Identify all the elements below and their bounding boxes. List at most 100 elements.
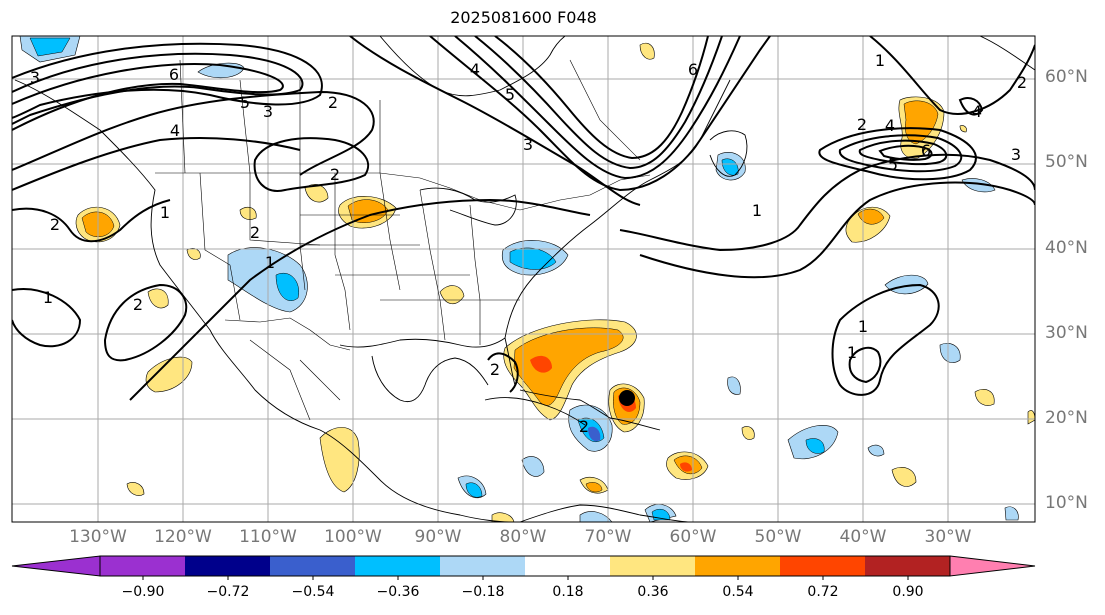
contour-label: 2: [857, 115, 867, 134]
contour-label: 1: [847, 343, 857, 362]
border-mexico-state: [299, 359, 341, 401]
contour-label: 2: [250, 223, 260, 242]
coastline-hudson: [379, 36, 566, 97]
contour-label: 5: [240, 93, 250, 112]
contour-label: 1: [265, 253, 275, 272]
border-us-mexico: [224, 317, 351, 351]
colorbar-swatch: [270, 556, 355, 576]
negative-anomaly-core: [29, 37, 825, 521]
lat-label: 20°N: [1045, 408, 1088, 428]
contour-label: 3: [263, 102, 273, 121]
colorbar-swatch: [780, 556, 865, 576]
neg-core: [721, 158, 739, 176]
colorbar-tick-label: −0.90: [121, 584, 165, 600]
contour-label: 5: [888, 155, 898, 174]
contour: [12, 52, 304, 125]
colorbar: [11, 555, 1036, 580]
border-state: [199, 172, 241, 321]
border-state: [334, 173, 351, 331]
pos-region: [239, 206, 257, 220]
contour: [619, 153, 1035, 252]
lon-label: 80°W: [499, 527, 547, 547]
lon-label: 50°W: [754, 527, 802, 547]
contour: [129, 198, 591, 401]
coastline-yucatan: [371, 355, 489, 403]
contour: [838, 134, 963, 173]
neg-core: [29, 37, 71, 57]
contour: [12, 42, 323, 119]
contour: [494, 36, 709, 160]
colorbar-tick-label: −0.36: [376, 584, 420, 600]
lon-label: 110°W: [239, 527, 297, 547]
lat-label: 10°N: [1045, 493, 1088, 513]
contour-label: 6: [921, 141, 931, 160]
contour: [103, 283, 188, 362]
lat-label: 50°N: [1045, 152, 1088, 172]
colorbar-tick-label: 0.72: [807, 584, 839, 600]
border-canada-province: [569, 59, 641, 161]
border-state: [379, 172, 401, 291]
pos-region: [147, 288, 169, 309]
neg-core: [805, 438, 825, 454]
anomaly-contours: [12, 36, 1035, 401]
neg-core: [509, 247, 557, 270]
lon-label: 100°W: [324, 527, 382, 547]
map-frame: [11, 35, 1036, 523]
neg-region: [1004, 506, 1019, 521]
lon-label: 40°W: [839, 527, 887, 547]
political-borders: [155, 59, 651, 421]
lon-label: 130°W: [69, 527, 127, 547]
colorbar-swatch: [865, 556, 950, 576]
coastline-southamerica: [519, 504, 691, 522]
neg-region: [867, 444, 885, 457]
contour: [12, 288, 82, 348]
contour: [831, 283, 940, 396]
colorbar-tick-label: 0.90: [892, 584, 924, 600]
pos-core: [513, 327, 624, 406]
lat-label: 40°N: [1045, 238, 1088, 258]
border-state: [469, 204, 481, 345]
storm-center-marker: [619, 390, 635, 406]
neg-region: [727, 376, 741, 395]
pos-core: [857, 208, 885, 225]
pos-region: [891, 467, 917, 487]
pos-region: [491, 512, 515, 522]
contour: [487, 352, 519, 393]
colorbar-max-extend: [949, 555, 1036, 577]
pos-region: [304, 184, 329, 203]
contour: [454, 36, 741, 180]
contour: [818, 127, 977, 181]
lon-label: 60°W: [669, 527, 717, 547]
border-mexico-state: [249, 339, 311, 421]
strong-core: [530, 355, 552, 373]
neg-region: [939, 342, 961, 363]
pos-core: [585, 482, 603, 493]
colorbar-swatch: [695, 556, 780, 576]
contour-label: 4: [470, 60, 480, 79]
lon-label: 70°W: [584, 527, 632, 547]
contour-label: 1: [858, 317, 868, 336]
pos-region: [741, 426, 755, 440]
border-us-canada: [155, 172, 651, 211]
border-canada-province: [179, 59, 186, 174]
contour-label: 4: [972, 102, 982, 121]
lon-label: 30°W: [924, 527, 972, 547]
contour: [878, 144, 933, 161]
lon-label: 90°W: [414, 527, 462, 547]
strong-core: [680, 462, 692, 472]
contour-label-group: 6 5 4 3 2 1 2 1 2 3 2 1 6 5 4 3 2 1 2 4 …: [30, 51, 1027, 436]
contour-label: 2: [50, 215, 60, 234]
coastline-newfoundland: [709, 130, 748, 177]
contour: [848, 346, 882, 384]
contour-label: 2: [579, 417, 589, 436]
colorbar-min-extend: [11, 555, 101, 577]
colorbar-tick-label: −0.54: [291, 584, 335, 600]
pos-region: [974, 389, 995, 406]
coastline-pacific: [14, 79, 511, 522]
lat-label: 60°N: [1045, 67, 1088, 87]
neg-core: [465, 482, 483, 498]
pos-region: [1027, 410, 1035, 425]
neg-deep: [588, 426, 601, 442]
lat-label: 30°N: [1045, 323, 1088, 343]
neg-region: [884, 274, 929, 295]
